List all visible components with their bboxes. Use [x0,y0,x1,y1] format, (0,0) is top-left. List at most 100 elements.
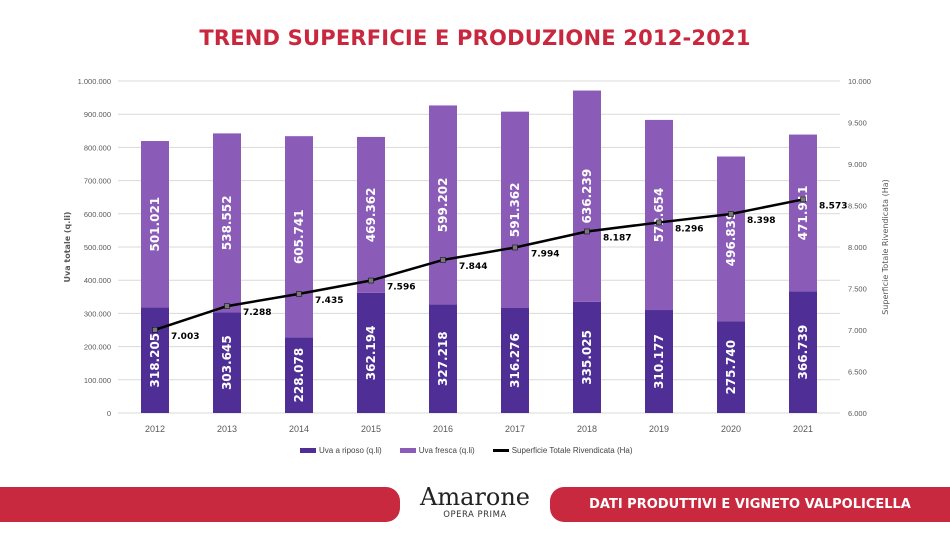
bar-label-fresca: 605.741 [292,209,306,264]
y2-tick-label: 10.000 [848,77,871,86]
x-tick-label: 2013 [217,424,237,434]
line-data-label: 8.296 [675,224,703,234]
x-tick-label: 2012 [145,424,165,434]
y-tick-label: 800.000 [84,143,111,152]
bar-riposo [573,301,601,413]
x-tick-label: 2017 [505,424,525,434]
line-marker [440,257,446,263]
y-tick-label: 0 [107,409,111,418]
line-data-label: 7.994 [531,249,559,259]
x-tick-label: 2019 [649,424,669,434]
y-tick-label: 900.000 [84,110,111,119]
bar-riposo [285,337,313,413]
y2-tick-label: 6.000 [848,409,867,418]
bar-riposo [645,310,673,413]
bar-label-fresca: 496.839 [724,212,738,267]
x-tick-label: 2021 [793,424,813,434]
y-tick-label: 400.000 [84,276,111,285]
section-label: DATI PRODUTTIVI E VIGNETO VALPOLICELLA [550,487,950,522]
line-data-label: 7.844 [459,262,487,272]
bar-label-fresca: 501.021 [148,197,162,252]
line-marker [368,277,374,284]
y-tick-label: 500.000 [84,243,111,252]
legend-swatch [300,448,316,454]
y-tick-label: 600.000 [84,210,111,219]
bar-label-riposo: 362.194 [364,326,378,381]
legend-item-riposo: Uva a riposo (q.li) [300,446,382,455]
bar-fresca [141,141,169,308]
bar-riposo [717,321,745,413]
legend-swatch [399,448,416,454]
bar-label-riposo: 275.740 [724,340,738,395]
y2-tick-label: 7.000 [848,326,867,335]
line-marker [800,196,806,203]
line-data-label: 7.596 [387,283,415,293]
line-data-label: 7.288 [243,308,271,318]
bar-label-fresca: 599.202 [436,178,450,233]
legend-item-fresca: Uva fresca (q.li) [399,446,475,455]
line-data-label: 8.187 [603,233,631,243]
line-marker [152,327,158,333]
bar-fresca [645,119,673,311]
y-tick-label: 1.000.000 [78,77,111,86]
legend-label: Uva a riposo (q.li) [319,446,382,455]
legend-label: Superficie Totale Rivendicata (Ha) [511,446,633,455]
bar-label-fresca: 636.239 [580,169,594,224]
chart: 0 100.000 200.000 300.000 400.000 500.000 600.… [63,77,890,434]
bar-fresca [429,105,457,305]
y2-tick-label: 9.000 [848,160,867,169]
y2-axis-label: Superficie Totale Rivendicata (Ha) [881,179,890,315]
bar-fresca [573,90,601,302]
x-tick-label: 2015 [361,424,381,434]
line-marker [656,219,662,226]
bar-riposo [141,307,169,413]
x-tick-label: 2018 [577,424,597,434]
legend-label: Uva fresca (q.li) [418,446,475,455]
footer-left-bar [0,487,400,522]
y2-tick-label: 8.000 [848,243,867,252]
bar-label-riposo: 327.218 [436,331,450,386]
line-marker [584,228,590,235]
y-tick-label: 700.000 [84,177,111,186]
bar-fresca [717,156,745,322]
brand-name: Amarone [420,483,530,511]
bar-label-riposo: 318.205 [148,333,162,388]
bar-riposo [357,292,385,413]
bar-label-riposo: 228.078 [292,348,306,403]
y2-tick-label: 8.500 [848,202,867,211]
legend: Uva a riposo (q.li) Uva fresca (q.li) Su… [300,446,633,455]
bar-label-riposo: 366.739 [796,325,810,380]
line-marker [296,291,302,297]
bar-riposo [213,312,241,413]
line-data-label: 8.398 [747,216,775,226]
line-data-label: 7.435 [315,296,343,306]
bar-label-fresca: 538.552 [220,195,234,250]
bar-fresca [357,136,385,293]
x-tick-label: 2016 [433,424,453,434]
bar-label-riposo: 303.645 [220,335,234,390]
line-data-label: 7.003 [171,332,199,342]
bar-label-riposo: 316.276 [508,333,522,388]
bar-fresca [789,134,817,292]
x-tick-label: 2014 [289,424,309,434]
bar-fresca [285,136,313,338]
line-data-label: 8.573 [819,201,847,211]
bar-riposo [429,304,457,413]
line-superficie [154,198,804,331]
brand-logo: Amarone OPERA PRIMA [400,484,550,520]
y-axis-label: Uva totale (q.li) [63,212,72,283]
bar-label-fresca: 591.362 [508,183,522,238]
brand-subtitle: OPERA PRIMA [443,510,507,520]
chart-title: TREND SUPERFICIE E PRODUZIONE 2012-2021 [199,26,751,50]
line-marker [224,303,230,309]
legend-swatch [492,449,509,453]
y-tick-label: 300.000 [84,309,111,318]
bar-riposo [789,291,817,413]
bar-label-fresca: 471.911 [796,186,810,241]
y2-tick-label: 7.500 [848,285,867,294]
legend-item-superficie: Superficie Totale Rivendicata (Ha) [492,446,633,455]
bar-label-riposo: 310.177 [652,334,666,389]
bar-label-riposo: 335.025 [580,330,594,385]
bar-fresca [501,111,529,308]
line-marker [512,244,518,251]
